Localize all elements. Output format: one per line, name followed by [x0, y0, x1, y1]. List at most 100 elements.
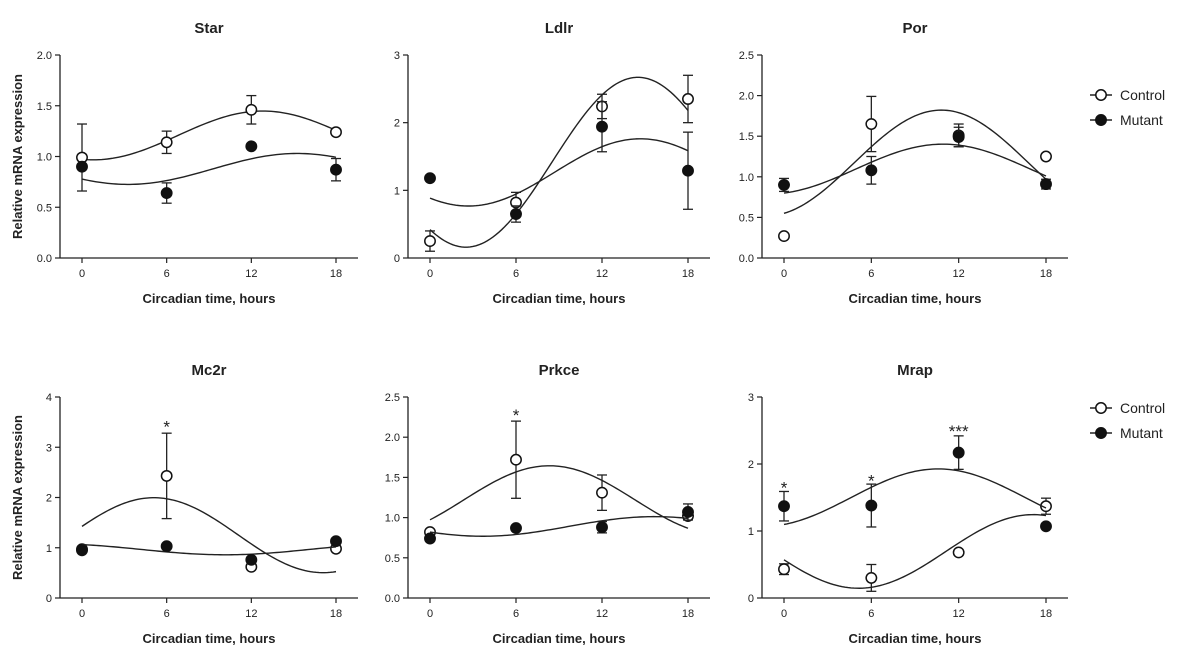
data-point	[330, 535, 342, 548]
y-tick-label: 2	[394, 118, 400, 130]
significance-marker: *	[781, 478, 788, 497]
data-point	[424, 532, 436, 545]
series-control	[778, 95, 1052, 243]
panel-title: Prkce	[539, 362, 580, 379]
series-control	[76, 94, 342, 192]
y-tick-label: 4	[46, 392, 52, 404]
x-tick-label: 0	[427, 608, 433, 620]
x-axis-label: Circadian time, hours	[849, 631, 982, 646]
y-tick-label: 0.5	[385, 553, 400, 565]
x-tick-label: 18	[1040, 268, 1052, 280]
data-point	[778, 563, 790, 576]
y-tick-label: 2.5	[739, 50, 754, 62]
x-tick-label: 12	[245, 608, 257, 620]
series-control	[424, 420, 694, 539]
y-tick-label: 0.0	[37, 253, 52, 265]
data-point	[424, 235, 436, 248]
fit-curve	[429, 76, 689, 248]
x-axis-label: Circadian time, hours	[493, 291, 626, 306]
x-tick-label: 6	[164, 268, 170, 280]
y-tick-label: 1.5	[385, 472, 400, 484]
data-point	[1040, 178, 1052, 191]
legend-item-control: Control	[1090, 87, 1165, 103]
fit-curve	[783, 468, 1047, 526]
x-axis-label: Circadian time, hours	[849, 291, 982, 306]
legend-bottom: Control Mutant	[1090, 400, 1165, 441]
x-tick-label: 6	[513, 608, 519, 620]
data-point	[952, 131, 965, 143]
fit-curve	[783, 513, 1047, 589]
y-tick-label: 2.5	[385, 392, 400, 404]
y-tick-label: 1.0	[385, 513, 400, 525]
legend-marker	[1095, 427, 1107, 439]
x-tick-label: 12	[596, 268, 608, 280]
panel-title: Mrap	[897, 362, 933, 379]
series-control	[424, 74, 694, 252]
data-point	[865, 571, 878, 584]
y-tick-label: 2.0	[739, 91, 754, 103]
x-tick-label: 0	[79, 268, 85, 280]
legend-label: Control	[1120, 87, 1165, 103]
significance-marker: *	[868, 472, 875, 491]
y-tick-label: 1	[748, 526, 754, 538]
data-point	[424, 172, 436, 185]
y-tick-label: 0.5	[37, 202, 52, 214]
legend-item-mutant: Mutant	[1090, 425, 1163, 441]
significance-marker: ***	[949, 422, 969, 441]
x-tick-label: 12	[245, 268, 257, 280]
fit-curve	[783, 143, 1047, 194]
y-tick-label: 1.0	[37, 152, 52, 164]
data-point	[865, 118, 878, 130]
chart-panel-star: Star 0.0 0.5 1.0 1.5 2.0 0 6 12 18 Circadian time,…	[10, 20, 358, 306]
y-tick-label: 3	[748, 392, 754, 404]
legend-label: Control	[1120, 400, 1165, 416]
data-point	[160, 540, 173, 553]
x-tick-label: 6	[164, 608, 170, 620]
data-point	[682, 164, 694, 177]
data-point	[160, 187, 173, 199]
data-point	[865, 164, 878, 177]
data-point	[510, 208, 522, 220]
x-tick-label: 18	[682, 608, 694, 620]
data-point	[952, 446, 965, 459]
data-point	[596, 120, 608, 133]
fit-curve	[783, 109, 1047, 215]
fit-curve	[81, 110, 337, 161]
x-tick-label: 18	[1040, 608, 1052, 620]
legend-top: Control Mutant	[1090, 87, 1165, 128]
series-control	[778, 497, 1052, 592]
data-point	[682, 93, 694, 105]
fit-curve	[81, 497, 337, 574]
y-tick-label: 0	[394, 253, 400, 265]
y-tick-label: 3	[46, 442, 52, 454]
data-point	[682, 506, 694, 518]
data-point	[76, 544, 88, 557]
y-tick-label: 3	[394, 50, 400, 62]
x-tick-label: 6	[868, 268, 874, 280]
data-point	[778, 500, 790, 513]
panel-title: Por	[902, 20, 927, 37]
fit-curve	[429, 465, 689, 529]
data-point	[952, 546, 965, 559]
data-point	[245, 103, 258, 116]
data-point	[510, 453, 522, 466]
x-tick-label: 12	[953, 608, 965, 620]
data-point	[510, 522, 522, 535]
significance-marker: *	[163, 418, 170, 437]
legend-item-mutant: Mutant	[1090, 112, 1163, 128]
series-mutant	[424, 101, 694, 223]
x-tick-label: 0	[781, 608, 787, 620]
y-tick-label: 0.0	[739, 253, 754, 265]
series-control	[76, 432, 342, 574]
x-tick-label: 0	[427, 268, 433, 280]
panel-title: Mc2r	[191, 362, 226, 379]
data-point	[865, 499, 878, 512]
legend-label: Mutant	[1120, 112, 1163, 128]
y-tick-label: 2.0	[37, 50, 52, 62]
x-tick-label: 18	[330, 608, 342, 620]
panel-title: Ldlr	[545, 20, 573, 37]
series-mutant	[778, 435, 1052, 533]
